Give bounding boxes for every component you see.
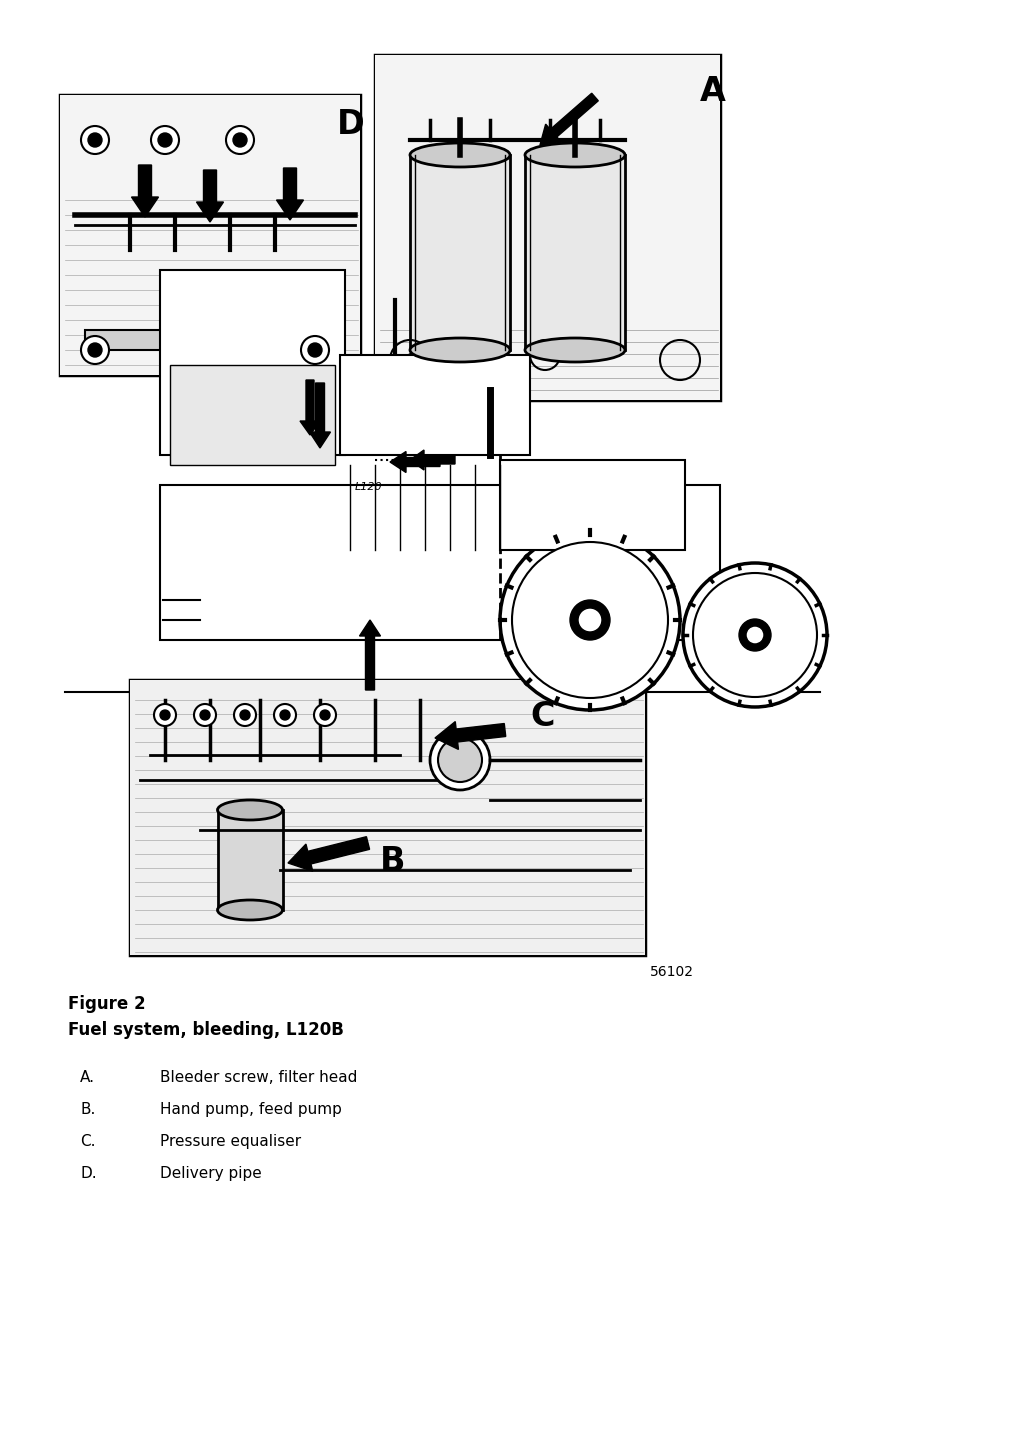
Circle shape [280,710,290,720]
FancyArrow shape [131,165,159,217]
FancyArrow shape [435,722,506,749]
Bar [160,485,720,640]
Circle shape [234,704,256,726]
Circle shape [154,704,176,726]
Bar [218,810,283,910]
FancyArrow shape [197,170,223,222]
Text: C: C [530,700,555,733]
Bar [375,55,720,400]
Circle shape [194,704,216,726]
Ellipse shape [525,143,625,167]
FancyArrow shape [359,620,381,690]
Circle shape [578,609,602,632]
Circle shape [160,710,170,720]
Bar [130,680,645,955]
Bar [525,155,625,351]
Circle shape [500,530,680,710]
Bar [85,330,335,351]
Text: D: D [337,109,365,141]
Circle shape [308,343,322,356]
Text: A: A [700,75,726,109]
Circle shape [739,619,771,651]
Text: B.: B. [80,1103,95,1117]
Circle shape [88,133,102,146]
Text: 56102: 56102 [650,965,694,980]
Circle shape [319,710,330,720]
Ellipse shape [410,143,510,167]
Circle shape [240,710,250,720]
Circle shape [81,336,109,364]
Bar [160,270,345,455]
Ellipse shape [410,338,510,362]
Ellipse shape [217,800,283,820]
Circle shape [81,126,109,154]
Circle shape [200,710,210,720]
Text: Pressure equaliser: Pressure equaliser [160,1135,301,1149]
Bar [130,680,645,955]
Bar [170,365,335,465]
Circle shape [693,572,817,697]
Text: Fuel system, bleeding, L120B: Fuel system, bleeding, L120B [68,1022,344,1039]
Ellipse shape [217,900,283,920]
Circle shape [151,126,179,154]
Circle shape [314,704,336,726]
Bar [60,96,360,375]
Text: D.: D. [80,1166,96,1181]
FancyArrow shape [410,451,455,469]
Text: Bleeder screw, filter head: Bleeder screw, filter head [160,1069,357,1085]
Bar [375,55,720,400]
Text: L120: L120 [355,483,383,493]
Text: Delivery pipe: Delivery pipe [160,1166,262,1181]
Circle shape [683,564,827,707]
Bar [410,155,510,351]
Circle shape [233,133,247,146]
Bar [500,459,685,551]
Circle shape [746,626,764,643]
Circle shape [570,600,610,640]
Text: Figure 2: Figure 2 [68,995,145,1013]
Bar [60,96,360,375]
FancyArrow shape [309,383,331,448]
FancyArrow shape [276,168,303,220]
Text: C.: C. [80,1135,95,1149]
Circle shape [430,730,490,790]
Bar [340,355,530,455]
FancyArrow shape [300,380,319,435]
Text: B: B [380,845,406,878]
FancyArrow shape [540,93,598,145]
Circle shape [512,542,668,698]
FancyArrow shape [288,836,370,871]
Ellipse shape [525,338,625,362]
Text: Hand pump, feed pump: Hand pump, feed pump [160,1103,342,1117]
Circle shape [88,343,102,356]
Circle shape [226,126,254,154]
FancyArrow shape [390,452,440,472]
Circle shape [301,336,329,364]
Circle shape [438,738,482,782]
Text: A.: A. [80,1069,95,1085]
Circle shape [274,704,296,726]
Circle shape [158,133,172,146]
